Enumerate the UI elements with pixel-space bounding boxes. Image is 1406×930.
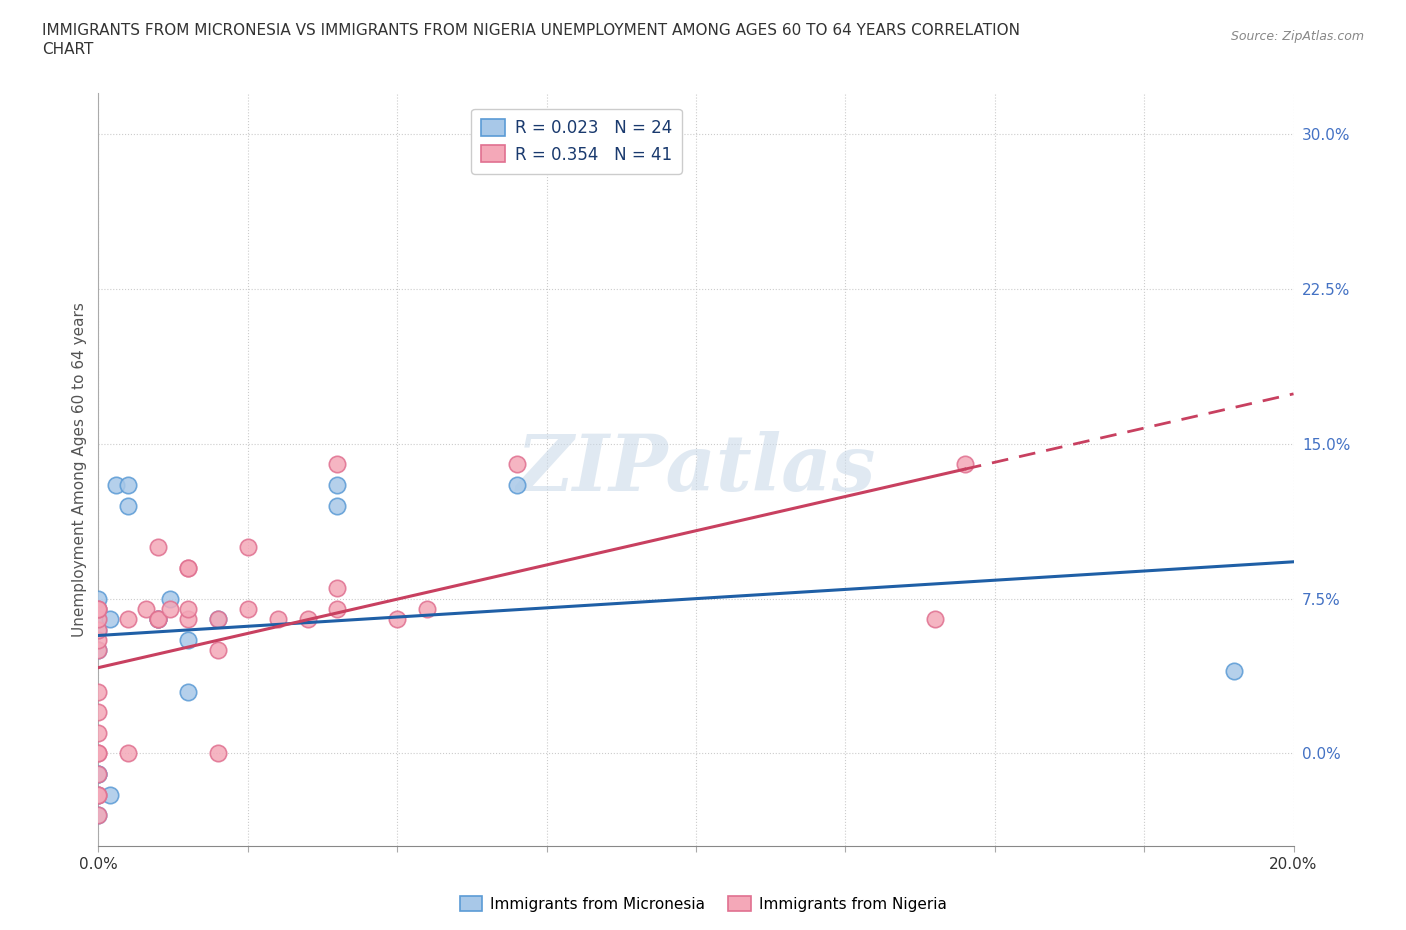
Point	[148, 612, 170, 627]
Point	[148, 539, 170, 554]
Point	[148, 612, 170, 627]
Point	[953, 457, 976, 472]
Point	[87, 612, 110, 627]
Point	[87, 808, 110, 823]
Point	[87, 746, 110, 761]
Point	[177, 632, 200, 647]
Point	[87, 766, 110, 781]
Point	[87, 788, 110, 803]
Point	[207, 612, 229, 627]
Point	[87, 788, 110, 803]
Point	[326, 457, 349, 472]
Point	[135, 602, 157, 617]
Legend: Immigrants from Micronesia, Immigrants from Nigeria: Immigrants from Micronesia, Immigrants f…	[454, 889, 952, 918]
Point	[87, 684, 110, 699]
Point	[506, 457, 529, 472]
Point	[87, 632, 110, 647]
Text: Source: ZipAtlas.com: Source: ZipAtlas.com	[1230, 30, 1364, 43]
Point	[117, 746, 139, 761]
Text: ZIPatlas: ZIPatlas	[516, 432, 876, 508]
Point	[87, 705, 110, 720]
Point	[87, 643, 110, 658]
Point	[87, 766, 110, 781]
Point	[416, 602, 439, 617]
Point	[207, 612, 229, 627]
Text: IMMIGRANTS FROM MICRONESIA VS IMMIGRANTS FROM NIGERIA UNEMPLOYMENT AMONG AGES 60: IMMIGRANTS FROM MICRONESIA VS IMMIGRANTS…	[42, 23, 1021, 38]
Point	[98, 612, 122, 627]
Point	[177, 602, 200, 617]
Point	[236, 539, 259, 554]
Point	[326, 602, 349, 617]
Point	[148, 612, 170, 627]
Point	[924, 612, 946, 627]
Point	[207, 643, 229, 658]
Point	[105, 478, 128, 493]
Point	[117, 498, 139, 513]
Y-axis label: Unemployment Among Ages 60 to 64 years: Unemployment Among Ages 60 to 64 years	[72, 302, 87, 637]
Point	[236, 602, 259, 617]
Point	[326, 581, 349, 596]
Text: CHART: CHART	[42, 42, 94, 57]
Point	[159, 602, 181, 617]
Point	[87, 591, 110, 606]
Point	[326, 478, 349, 493]
Point	[177, 684, 200, 699]
Point	[87, 622, 110, 637]
Point	[87, 602, 110, 617]
Point	[87, 643, 110, 658]
Point	[297, 612, 319, 627]
Point	[117, 612, 139, 627]
Point	[87, 788, 110, 803]
Point	[159, 591, 181, 606]
Point	[87, 602, 110, 617]
Point	[87, 622, 110, 637]
Point	[87, 766, 110, 781]
Point	[117, 478, 139, 493]
Point	[87, 808, 110, 823]
Point	[148, 612, 170, 627]
Point	[177, 560, 200, 575]
Point	[267, 612, 290, 627]
Point	[87, 725, 110, 740]
Point	[98, 788, 122, 803]
Point	[177, 612, 200, 627]
Point	[506, 478, 529, 493]
Point	[1223, 663, 1246, 678]
Point	[87, 746, 110, 761]
Point	[326, 498, 349, 513]
Point	[177, 560, 200, 575]
Legend: R = 0.023   N = 24, R = 0.354   N = 41: R = 0.023 N = 24, R = 0.354 N = 41	[471, 109, 682, 174]
Point	[87, 612, 110, 627]
Point	[87, 602, 110, 617]
Point	[385, 612, 409, 627]
Point	[207, 746, 229, 761]
